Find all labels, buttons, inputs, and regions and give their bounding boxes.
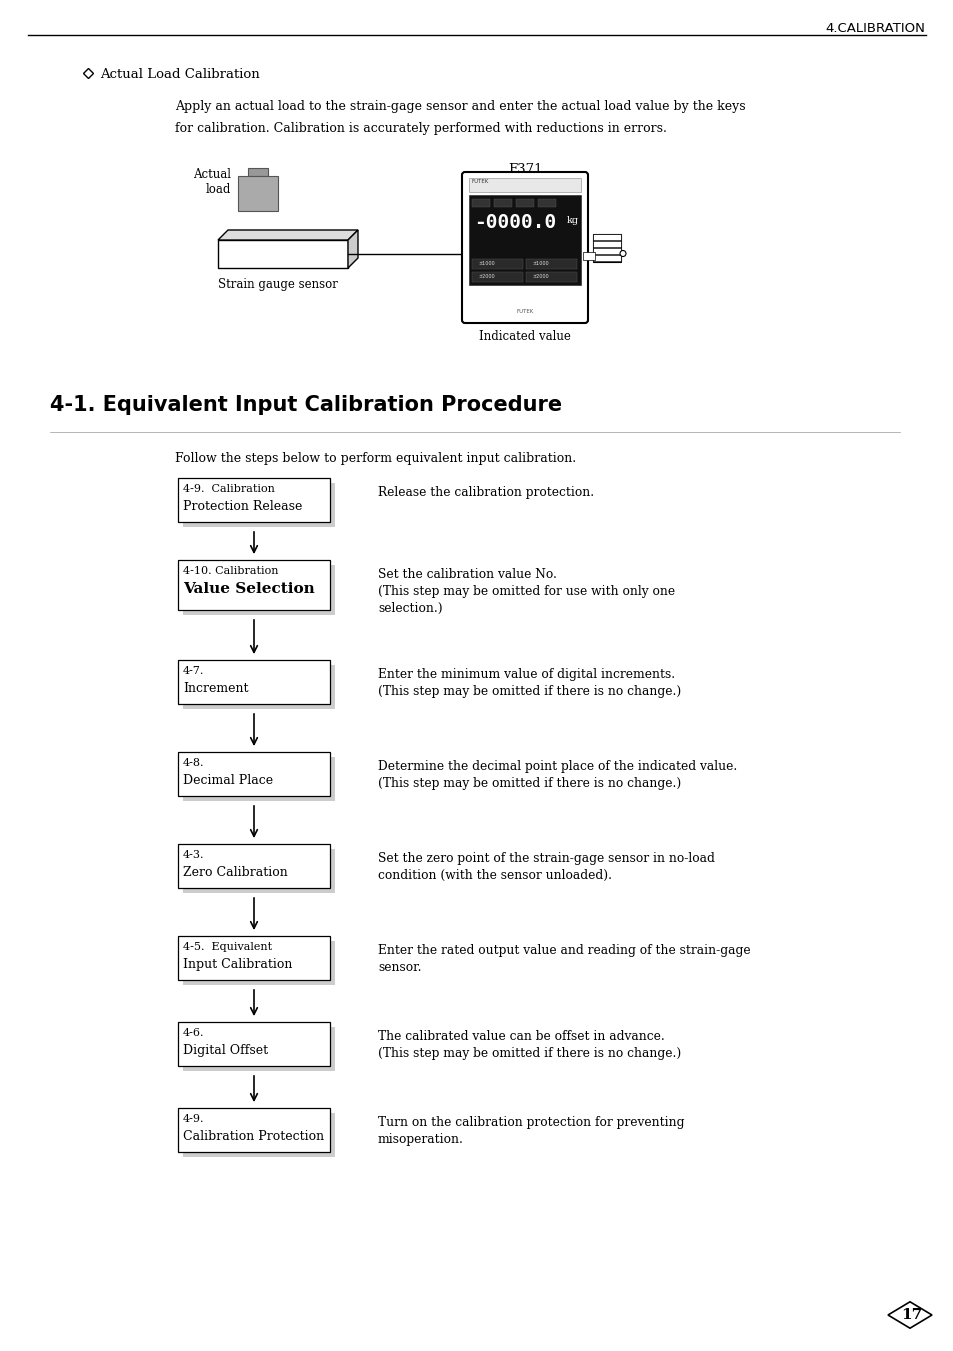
Text: 4-5.  Equivalent: 4-5. Equivalent <box>183 942 272 952</box>
Text: ±1000: ±1000 <box>478 261 495 266</box>
Bar <box>178 561 330 611</box>
Text: 4-9.  Calibration: 4-9. Calibration <box>183 484 274 494</box>
Text: Strain gauge sensor: Strain gauge sensor <box>218 278 337 290</box>
Bar <box>183 942 335 985</box>
Text: Release the calibration protection.: Release the calibration protection. <box>377 486 594 499</box>
Text: misoperation.: misoperation. <box>377 1133 463 1146</box>
Bar <box>537 199 556 207</box>
Bar <box>183 1027 335 1071</box>
Text: Value Selection: Value Selection <box>183 582 314 596</box>
Bar <box>494 199 512 207</box>
Polygon shape <box>887 1302 931 1328</box>
Text: F371: F371 <box>507 163 541 176</box>
Text: 4-8.: 4-8. <box>183 758 204 767</box>
Bar <box>178 753 330 796</box>
Text: 17: 17 <box>901 1308 922 1323</box>
Text: Protection Release: Protection Release <box>183 500 302 513</box>
Text: FUTEK: FUTEK <box>472 178 489 184</box>
Bar <box>178 844 330 888</box>
Text: Enter the rated output value and reading of the strain-gage: Enter the rated output value and reading… <box>377 944 750 957</box>
Text: kg: kg <box>566 216 578 226</box>
Bar <box>237 176 277 211</box>
Text: Turn on the calibration protection for preventing: Turn on the calibration protection for p… <box>377 1116 684 1129</box>
Text: Follow the steps below to perform equivalent input calibration.: Follow the steps below to perform equiva… <box>174 453 576 465</box>
Text: Apply an actual load to the strain-gage sensor and enter the actual load value b: Apply an actual load to the strain-gage … <box>174 100 745 113</box>
Bar <box>593 234 620 239</box>
Bar <box>593 254 620 261</box>
Text: FUTEK: FUTEK <box>516 309 533 313</box>
Bar <box>472 199 490 207</box>
Bar <box>183 848 335 893</box>
Text: 4-6.: 4-6. <box>183 1028 204 1038</box>
Bar <box>183 665 335 709</box>
Bar <box>516 199 534 207</box>
Bar <box>178 1108 330 1152</box>
Text: 4-1. Equivalent Input Calibration Procedure: 4-1. Equivalent Input Calibration Proced… <box>50 394 561 415</box>
Polygon shape <box>348 230 357 267</box>
Bar <box>469 178 580 192</box>
Bar <box>248 168 268 176</box>
Bar <box>525 259 577 269</box>
Text: Decimal Place: Decimal Place <box>183 774 273 788</box>
Text: (This step may be omitted if there is no change.): (This step may be omitted if there is no… <box>377 685 680 698</box>
Bar <box>472 259 522 269</box>
Text: Set the calibration value No.: Set the calibration value No. <box>377 567 557 581</box>
Text: Enter the minimum value of digital increments.: Enter the minimum value of digital incre… <box>377 667 675 681</box>
Bar <box>183 757 335 801</box>
Text: ±1000: ±1000 <box>532 261 549 266</box>
Text: Zero Calibration: Zero Calibration <box>183 866 288 880</box>
Bar <box>178 661 330 704</box>
Text: condition (with the sensor unloaded).: condition (with the sensor unloaded). <box>377 869 612 882</box>
Bar <box>178 1021 330 1066</box>
Bar <box>469 195 580 285</box>
Text: 4-7.: 4-7. <box>183 666 204 676</box>
Circle shape <box>619 250 625 257</box>
Text: Actual
load: Actual load <box>193 168 231 196</box>
Text: ±2000: ±2000 <box>478 274 495 280</box>
Text: selection.): selection.) <box>377 603 442 615</box>
Bar <box>525 272 577 282</box>
Text: Calibration Protection: Calibration Protection <box>183 1129 324 1143</box>
Polygon shape <box>218 230 357 240</box>
Text: Digital Offset: Digital Offset <box>183 1044 268 1056</box>
Text: Indicated value: Indicated value <box>478 330 570 343</box>
Text: The calibrated value can be offset in advance.: The calibrated value can be offset in ad… <box>377 1029 664 1043</box>
Text: 4-9.: 4-9. <box>183 1115 204 1124</box>
Text: sensor.: sensor. <box>377 961 421 974</box>
FancyBboxPatch shape <box>461 172 587 323</box>
Text: Set the zero point of the strain-gage sensor in no-load: Set the zero point of the strain-gage se… <box>377 852 714 865</box>
Text: Determine the decimal point place of the indicated value.: Determine the decimal point place of the… <box>377 761 737 773</box>
Bar <box>593 247 620 254</box>
Text: 4-10. Calibration: 4-10. Calibration <box>183 566 278 576</box>
Text: Increment: Increment <box>183 682 248 694</box>
Bar <box>593 234 620 262</box>
Text: 4-3.: 4-3. <box>183 850 204 861</box>
Bar <box>178 936 330 979</box>
Bar <box>183 565 335 615</box>
Bar <box>582 251 595 259</box>
Bar <box>593 240 620 246</box>
Bar <box>218 240 348 267</box>
Bar <box>183 484 335 527</box>
Text: ±2000: ±2000 <box>532 274 549 280</box>
Text: (This step may be omitted if there is no change.): (This step may be omitted if there is no… <box>377 777 680 790</box>
Text: Input Calibration: Input Calibration <box>183 958 292 971</box>
Bar <box>472 272 522 282</box>
Bar <box>178 478 330 521</box>
Text: (This step may be omitted for use with only one: (This step may be omitted for use with o… <box>377 585 675 598</box>
Text: Actual Load Calibration: Actual Load Calibration <box>100 68 259 81</box>
Text: for calibration. Calibration is accurately performed with reductions in errors.: for calibration. Calibration is accurate… <box>174 122 666 135</box>
Text: (This step may be omitted if there is no change.): (This step may be omitted if there is no… <box>377 1047 680 1061</box>
Text: 4.CALIBRATION: 4.CALIBRATION <box>824 22 924 35</box>
Text: -0000.0: -0000.0 <box>474 213 556 232</box>
Bar <box>183 1113 335 1156</box>
